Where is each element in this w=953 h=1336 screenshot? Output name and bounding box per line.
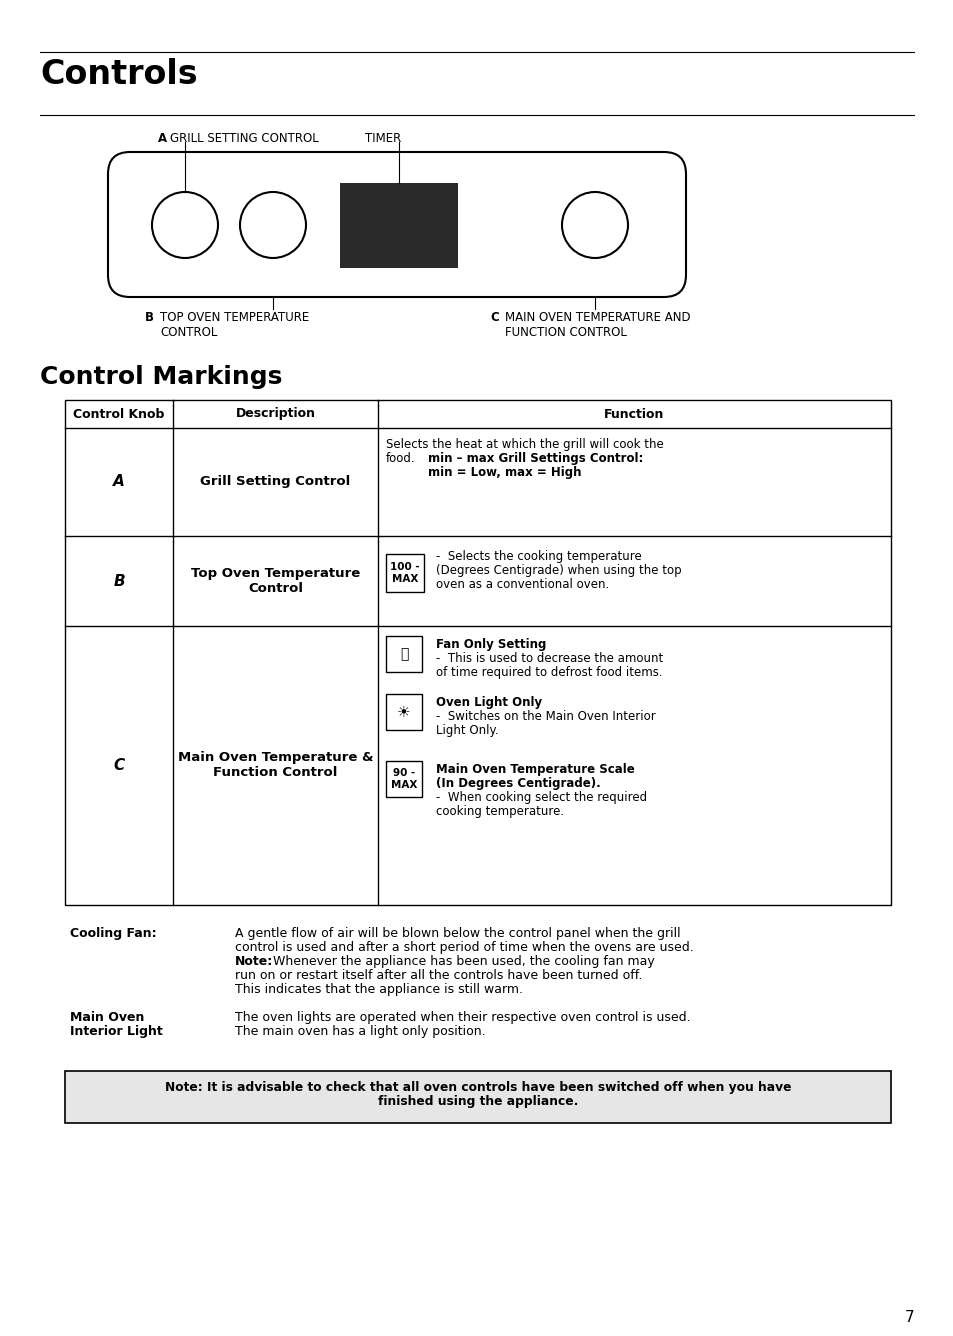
Bar	[65, 399, 890, 904]
Text: run on or restart itself after all the controls have been turned off.: run on or restart itself after all the c…	[234, 969, 641, 982]
Text: A: A	[158, 132, 167, 146]
Text: of time required to defrost food items.: of time required to defrost food items.	[436, 667, 662, 679]
Text: TIMER: TIMER	[365, 132, 401, 146]
Text: control is used and after a short period of time when the ovens are used.: control is used and after a short period…	[234, 941, 693, 954]
Text: Top Oven Temperature
Control: Top Oven Temperature Control	[191, 566, 359, 595]
Text: (Degrees Centigrade) when using the top: (Degrees Centigrade) when using the top	[436, 564, 680, 577]
Text: min = Low, max = High: min = Low, max = High	[428, 466, 581, 480]
Text: Selects the heat at which the grill will cook the: Selects the heat at which the grill will…	[386, 438, 663, 452]
Text: GRILL SETTING CONTROL: GRILL SETTING CONTROL	[170, 132, 318, 146]
Text: cooking temperature.: cooking temperature.	[436, 806, 563, 818]
Text: ☀: ☀	[396, 704, 411, 720]
FancyBboxPatch shape	[108, 152, 685, 297]
Text: C: C	[113, 758, 125, 774]
Text: Whenever the appliance has been used, the cooling fan may: Whenever the appliance has been used, th…	[273, 955, 654, 969]
Text: B: B	[113, 573, 125, 588]
Text: oven as a conventional oven.: oven as a conventional oven.	[436, 578, 609, 591]
Text: Note:: Note:	[234, 955, 273, 969]
Text: Fan Only Setting: Fan Only Setting	[436, 639, 546, 651]
Text: TOP OVEN TEMPERATURE
CONTROL: TOP OVEN TEMPERATURE CONTROL	[160, 311, 309, 339]
Text: B: B	[145, 311, 153, 325]
Text: -  Switches on the Main Oven Interior: - Switches on the Main Oven Interior	[436, 709, 655, 723]
Circle shape	[561, 192, 627, 258]
Text: -  Selects the cooking temperature: - Selects the cooking temperature	[436, 550, 641, 562]
Text: Main Oven: Main Oven	[70, 1011, 144, 1023]
Circle shape	[240, 192, 306, 258]
Text: Note: It is advisable to check that all oven controls have been switched off whe: Note: It is advisable to check that all …	[165, 1081, 790, 1094]
Text: Function: Function	[603, 407, 664, 421]
Text: min – max Grill Settings Control:: min – max Grill Settings Control:	[428, 452, 642, 465]
Text: Cooling Fan:: Cooling Fan:	[70, 927, 156, 941]
Bar	[386, 636, 421, 672]
Text: Light Only.: Light Only.	[436, 724, 498, 737]
Text: Control Knob: Control Knob	[73, 407, 165, 421]
Bar	[65, 1071, 890, 1124]
Text: A gentle flow of air will be blown below the control panel when the grill: A gentle flow of air will be blown below…	[234, 927, 679, 941]
Text: 7: 7	[903, 1311, 913, 1325]
Text: MAIN OVEN TEMPERATURE AND
FUNCTION CONTROL: MAIN OVEN TEMPERATURE AND FUNCTION CONTR…	[504, 311, 690, 339]
Text: -  This is used to decrease the amount: - This is used to decrease the amount	[436, 652, 662, 665]
Text: Main Oven Temperature &
Function Control: Main Oven Temperature & Function Control	[177, 751, 373, 779]
Text: finished using the appliance.: finished using the appliance.	[377, 1096, 578, 1108]
Bar	[386, 762, 421, 798]
Text: Oven Light Only: Oven Light Only	[436, 696, 541, 709]
Text: The main oven has a light only position.: The main oven has a light only position.	[234, 1025, 485, 1038]
Text: C: C	[490, 311, 498, 325]
Bar	[386, 693, 421, 729]
Text: 90 -
MAX: 90 - MAX	[391, 768, 416, 790]
Text: Main Oven Temperature Scale: Main Oven Temperature Scale	[436, 763, 634, 776]
Text: food.: food.	[386, 452, 416, 465]
Text: Grill Setting Control: Grill Setting Control	[200, 476, 351, 489]
Bar	[386, 554, 423, 592]
Text: Description: Description	[235, 407, 315, 421]
Text: ⛆: ⛆	[399, 647, 408, 661]
Text: Control Markings: Control Markings	[40, 365, 282, 389]
Text: (In Degrees Centigrade).: (In Degrees Centigrade).	[436, 778, 600, 790]
Text: A: A	[113, 474, 125, 489]
Text: The oven lights are operated when their respective oven control is used.: The oven lights are operated when their …	[234, 1011, 690, 1023]
Bar	[339, 183, 457, 269]
Circle shape	[152, 192, 218, 258]
Text: 100 -
MAX: 100 - MAX	[390, 562, 419, 584]
Text: -  When cooking select the required: - When cooking select the required	[436, 791, 646, 804]
Text: Controls: Controls	[40, 57, 197, 91]
Text: This indicates that the appliance is still warm.: This indicates that the appliance is sti…	[234, 983, 522, 997]
Text: Interior Light: Interior Light	[70, 1025, 163, 1038]
